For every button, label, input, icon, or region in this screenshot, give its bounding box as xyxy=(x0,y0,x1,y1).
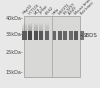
Bar xyxy=(24,16,80,77)
Bar xyxy=(34,31,38,40)
Bar xyxy=(80,31,84,40)
Text: SH-SY5Y: SH-SY5Y xyxy=(63,2,76,15)
Bar xyxy=(39,24,43,25)
Bar xyxy=(39,29,43,30)
Text: Hela: Hela xyxy=(52,7,60,15)
Text: HepG2: HepG2 xyxy=(22,4,34,15)
Bar xyxy=(39,22,43,23)
Text: Mouse brain: Mouse brain xyxy=(74,0,92,15)
Bar xyxy=(34,24,38,25)
Bar xyxy=(34,22,38,23)
Bar xyxy=(45,30,49,31)
Bar xyxy=(22,30,26,31)
Bar xyxy=(22,31,26,40)
Bar xyxy=(28,30,32,31)
Bar xyxy=(22,26,26,27)
Text: K-562: K-562 xyxy=(44,5,54,15)
Bar xyxy=(45,22,49,23)
Bar xyxy=(39,23,43,24)
Bar xyxy=(45,26,49,27)
Text: 25kDa-: 25kDa- xyxy=(6,50,23,55)
Bar xyxy=(28,23,32,24)
Text: A-549: A-549 xyxy=(68,5,79,15)
Bar xyxy=(39,25,43,26)
Bar xyxy=(22,25,26,26)
Bar xyxy=(45,31,49,40)
Text: 40kDa-: 40kDa- xyxy=(6,16,23,21)
Bar xyxy=(28,24,32,25)
Bar xyxy=(28,31,32,40)
Bar xyxy=(74,31,78,40)
Bar xyxy=(22,23,26,24)
Text: Rat brain: Rat brain xyxy=(79,1,94,15)
Bar xyxy=(45,29,49,30)
Bar xyxy=(28,27,32,29)
Bar xyxy=(34,30,38,31)
Text: 15kDa-: 15kDa- xyxy=(6,70,23,75)
Bar xyxy=(28,22,32,23)
Bar xyxy=(52,31,56,40)
Bar xyxy=(63,31,67,40)
Bar xyxy=(22,22,26,23)
Bar xyxy=(45,27,49,29)
Bar xyxy=(39,26,43,27)
Bar xyxy=(28,26,32,27)
Text: SBDS: SBDS xyxy=(82,33,97,38)
Bar xyxy=(45,24,49,25)
Bar xyxy=(39,27,43,29)
Bar xyxy=(39,31,43,40)
Text: 35kDa-: 35kDa- xyxy=(6,32,23,37)
Bar xyxy=(45,23,49,24)
Bar xyxy=(45,25,49,26)
Bar xyxy=(39,30,43,31)
Bar xyxy=(34,23,38,24)
Text: MCF-7: MCF-7 xyxy=(33,4,44,15)
Text: Jurkat: Jurkat xyxy=(39,5,49,15)
Text: NIH/3T3: NIH/3T3 xyxy=(57,2,70,15)
Bar xyxy=(22,27,26,29)
Bar xyxy=(28,25,32,26)
Text: HCT116: HCT116 xyxy=(28,2,40,15)
Bar xyxy=(22,24,26,25)
Bar xyxy=(34,29,38,30)
Bar xyxy=(22,29,26,30)
Bar xyxy=(34,27,38,29)
Bar xyxy=(69,31,73,40)
Bar xyxy=(57,31,62,40)
Bar xyxy=(34,26,38,27)
Bar xyxy=(28,29,32,30)
Bar xyxy=(34,25,38,26)
